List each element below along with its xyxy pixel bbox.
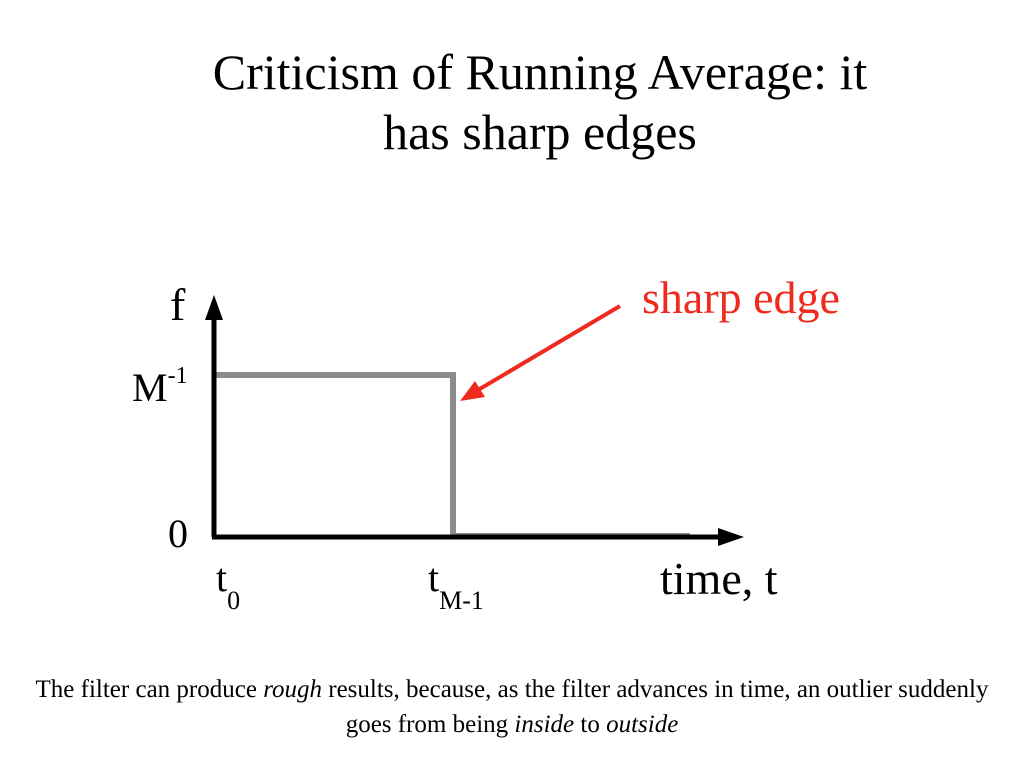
caption-text-2: results, because, as the filter advances… (322, 676, 989, 738)
y-axis-label: f (170, 279, 186, 330)
sharp-edge-annotation: sharp edge (642, 272, 840, 323)
x-tick-end-base: t (428, 555, 440, 600)
slide-title-line-2: has sharp edges (383, 104, 697, 160)
caption-emphasis-rough: rough (263, 676, 322, 703)
annotation-arrow-shaft (476, 304, 622, 392)
caption-emphasis-outside: outside (606, 711, 679, 738)
caption-text-1: The filter can produce (35, 676, 264, 703)
x-tick-end-subscript: M-1 (439, 586, 484, 615)
y-value-top-exponent: -1 (167, 363, 188, 389)
annotation-arrowhead (460, 381, 485, 401)
y-value-zero: 0 (168, 511, 188, 556)
x-tick-end: tM-1 (428, 555, 484, 614)
x-axis-arrowhead (718, 528, 744, 546)
slide-title: Criticism of Running Average: it has sha… (60, 42, 1020, 162)
slide-title-line-1: Criticism of Running Average: it (212, 44, 868, 100)
caption-text-3: to (574, 711, 607, 738)
caption-emphasis-inside: inside (514, 711, 575, 738)
slide-caption: The filter can produce rough results, be… (20, 672, 1004, 742)
x-tick-start-subscript: 0 (227, 586, 241, 615)
x-tick-start-base: t (216, 555, 228, 600)
x-axis-label: time, t (660, 553, 778, 604)
x-tick-start: t0 (216, 555, 240, 614)
y-value-top: M-1 (132, 364, 188, 410)
y-value-top-base: M (132, 365, 168, 410)
y-axis-arrowhead (205, 295, 223, 320)
